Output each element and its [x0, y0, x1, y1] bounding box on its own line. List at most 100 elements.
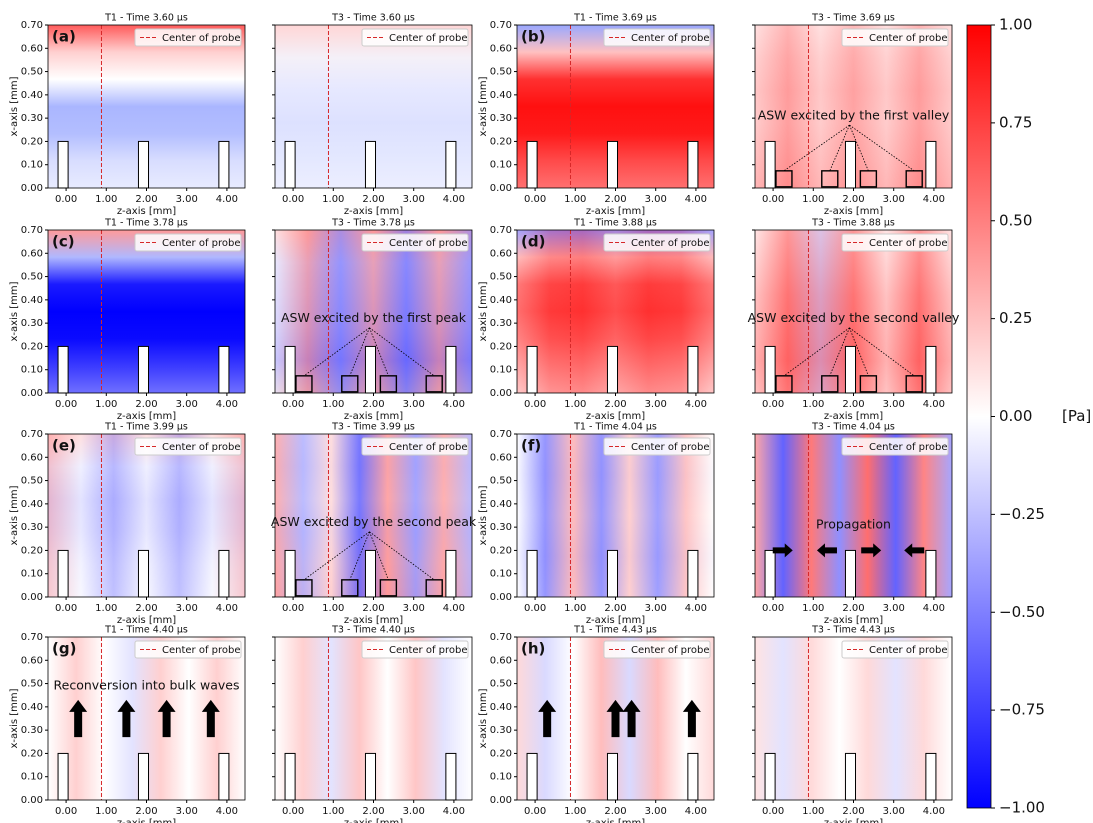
panel: 0.00 1.00 2.00 3.00 4.00 z-axis [mm] 0.00 0.10 0… — [9, 218, 246, 422]
legend-box — [134, 233, 242, 252]
x-tick-label: 4.00 — [685, 194, 707, 205]
x-tick-label: 1.00 — [564, 806, 586, 817]
electrode — [218, 345, 230, 394]
panel: 0.00 1.00 2.00 3.00 4.00 z-axis [mm] 0.00 0.10 0… — [478, 218, 715, 422]
arrow — [201, 699, 220, 738]
x-tick-label: 0.00 — [282, 194, 304, 205]
electrode — [57, 549, 69, 598]
x-axis-label: z-axis [mm] — [344, 206, 403, 217]
legend-label: Center of probe — [162, 238, 241, 249]
colorbar-tick-label: 0.25 — [999, 309, 1032, 327]
y-tick-label: 0.00 — [21, 388, 43, 399]
x-tick-label: 3.00 — [176, 399, 198, 410]
x-tick-label: 1.00 — [322, 603, 344, 614]
x-tick-label: 4.00 — [443, 603, 465, 614]
highlight-box — [295, 579, 313, 597]
panel: 0.00 1.00 2.00 3.00 4.00 z-axis [mm] 0.00 0.10 0… — [9, 13, 246, 217]
legend-label: Center of probe — [631, 238, 710, 249]
y-tick-label: 0.30 — [21, 318, 43, 329]
y-tick-label: 0.00 — [490, 183, 512, 194]
panel-title: T3 - Time 4.43 μs — [811, 625, 895, 636]
arrow — [606, 699, 625, 738]
x-tick-label: 2.00 — [604, 399, 626, 410]
panel-label: (d) — [521, 233, 545, 251]
x-tick-label: 3.00 — [645, 806, 667, 817]
highlight-box — [821, 375, 839, 393]
electrode — [445, 752, 457, 801]
x-tick-label: 3.00 — [883, 399, 905, 410]
y-tick-label: 0.50 — [490, 679, 512, 690]
electrode — [445, 140, 457, 189]
panel: 0.00 1.00 2.00 3.00 4.00 z-axis [mm] T3 - Time… — [272, 218, 473, 422]
x-tick-label: 1.00 — [802, 399, 824, 410]
y-tick-label: 0.60 — [490, 248, 512, 259]
y-tick-label: 0.00 — [490, 388, 512, 399]
arrow — [117, 699, 136, 738]
panel-label: (b) — [521, 28, 545, 46]
panel: 0.00 1.00 2.00 3.00 4.00 z-axis [mm] 0.00 0.10 0… — [9, 422, 246, 626]
annotation: ASW excited by the first peak — [281, 310, 467, 325]
x-tick-label: 2.00 — [362, 194, 384, 205]
legend-label: Center of probe — [869, 442, 948, 453]
highlight-box — [379, 375, 398, 393]
y-tick-label: 0.30 — [21, 725, 43, 736]
electrode — [925, 549, 937, 598]
y-tick-label: 0.60 — [490, 655, 512, 666]
panel-title: T1 - Time 4.43 μs — [573, 625, 657, 636]
panel-title: T3 - Time 3.69 μs — [811, 13, 895, 24]
panel-title: T1 - Time 4.40 μs — [104, 625, 188, 636]
x-axis-label: z-axis [mm] — [344, 411, 403, 422]
electrode — [137, 140, 150, 189]
y-axis-label: x-axis [mm] — [478, 281, 489, 341]
legend-label: Center of probe — [162, 442, 241, 453]
arrow — [772, 543, 793, 558]
x-tick-label: 1.00 — [564, 603, 586, 614]
y-tick-label: 0.00 — [21, 592, 43, 603]
x-tick-label: 4.00 — [443, 194, 465, 205]
y-tick-label: 0.40 — [21, 90, 43, 101]
legend-label: Center of probe — [162, 645, 241, 656]
y-axis-label: x-axis [mm] — [9, 76, 20, 136]
legend-label: Center of probe — [869, 33, 948, 44]
x-tick-label: 4.00 — [685, 806, 707, 817]
x-tick-label: 0.00 — [762, 399, 784, 410]
legend-label: Center of probe — [869, 238, 948, 249]
x-tick-label: 0.00 — [762, 603, 784, 614]
x-tick-label: 4.00 — [216, 603, 238, 614]
x-axis-label: z-axis [mm] — [824, 411, 883, 422]
pointer-line — [849, 124, 869, 171]
pointer-line — [783, 124, 850, 172]
highlight-box — [905, 170, 923, 188]
electrode — [844, 140, 857, 189]
panel-title: T3 - Time 4.40 μs — [331, 625, 415, 636]
electrode — [284, 140, 296, 189]
x-tick-label: 1.00 — [802, 603, 824, 614]
x-tick-label: 0.00 — [524, 806, 546, 817]
x-tick-label: 4.00 — [216, 806, 238, 817]
x-tick-label: 2.00 — [842, 603, 864, 614]
electrode — [925, 140, 937, 189]
x-tick-label: 0.00 — [55, 806, 77, 817]
panel-title: T1 - Time 3.60 μs — [104, 13, 188, 24]
y-axis-label: x-axis [mm] — [478, 688, 489, 748]
electrode — [57, 140, 69, 189]
x-tick-label: 3.00 — [176, 806, 198, 817]
pointer-line — [849, 327, 915, 377]
y-tick-label: 0.50 — [490, 272, 512, 283]
x-tick-label: 4.00 — [216, 194, 238, 205]
highlight-box — [341, 579, 359, 597]
x-tick-label: 1.00 — [564, 399, 586, 410]
highlight-box — [775, 375, 793, 393]
highlight-box — [859, 170, 878, 188]
electrode — [364, 549, 377, 598]
pointer-line — [849, 327, 869, 376]
y-tick-label: 0.20 — [490, 748, 512, 759]
electrode — [764, 345, 776, 394]
x-tick-label: 2.00 — [842, 806, 864, 817]
y-tick-label: 0.70 — [21, 225, 43, 236]
pointer-line — [349, 531, 370, 580]
pointer-line — [829, 124, 850, 171]
electrode — [526, 752, 538, 801]
annotation: ASW excited by the second peak — [271, 514, 477, 529]
electrode — [218, 140, 230, 189]
